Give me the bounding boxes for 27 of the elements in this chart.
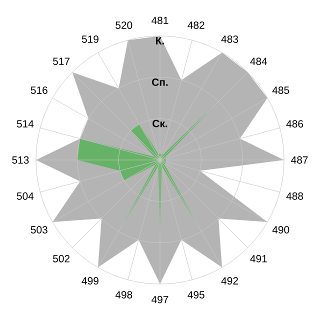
spoke-label: 482: [188, 22, 204, 29]
spoke-label: 498: [115, 291, 132, 298]
spoke-label: 514: [16, 120, 34, 128]
spoke-label: 486: [286, 120, 304, 128]
spoke-label: 495: [188, 291, 204, 298]
spoke-label: 497: [152, 296, 168, 304]
spoke-label: 503: [30, 226, 48, 234]
y-tick-label: Сп.: [152, 78, 168, 86]
y-tick-label: Ск.: [152, 120, 168, 128]
y-tick-label: К.: [156, 37, 164, 44]
spoke-label: 504: [16, 192, 34, 200]
spoke-label: 490: [272, 226, 290, 234]
spoke-label: 485: [272, 86, 290, 94]
spoke-label: 484: [250, 58, 268, 66]
spoke-label: 499: [82, 277, 98, 285]
spoke-label: 516: [30, 86, 48, 94]
spoke-label: 488: [286, 192, 304, 200]
spoke-label: 487: [291, 156, 308, 164]
spoke-label: 483: [221, 35, 238, 43]
spoke-label: 492: [221, 277, 238, 285]
spoke-label: 519: [82, 35, 98, 43]
spoke-label: 513: [12, 156, 29, 164]
spoke-label: 481: [152, 16, 168, 24]
spoke-label: 517: [53, 58, 70, 65]
spoke-label: 491: [250, 254, 267, 262]
spoke-label: 520: [116, 22, 132, 29]
spoke-label: 502: [53, 254, 70, 262]
